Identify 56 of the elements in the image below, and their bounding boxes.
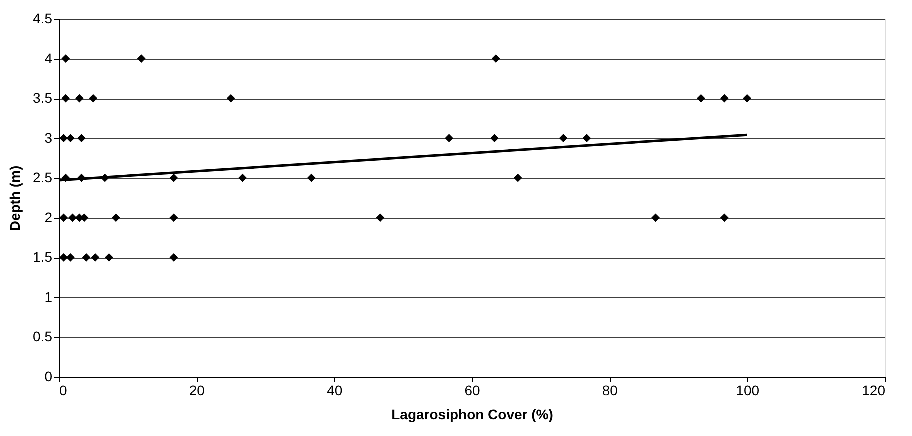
point <box>720 214 729 222</box>
point <box>89 94 98 103</box>
point <box>492 54 500 63</box>
point <box>490 134 499 143</box>
y-tick-label: 0.5 <box>33 328 53 345</box>
point <box>62 94 70 103</box>
y-tick-label: 1 <box>44 288 53 305</box>
y-tick-label: 2.5 <box>33 170 53 186</box>
point <box>75 94 84 103</box>
y-tick-label: 4 <box>44 50 53 66</box>
point <box>100 174 110 182</box>
point <box>376 214 385 222</box>
x-tick-label: 40 <box>327 382 343 398</box>
y-tick-label: 3 <box>44 130 53 146</box>
point <box>112 214 120 222</box>
point <box>62 174 70 182</box>
point <box>60 253 68 262</box>
point <box>652 214 660 222</box>
x-tick-label: 0 <box>60 382 68 398</box>
y-tick-label: 4.5 <box>33 10 53 26</box>
x-axis-title: Lagarosiphon Cover (%) <box>392 406 554 422</box>
point <box>60 134 68 143</box>
y-tick-label: 1.5 <box>33 249 53 266</box>
point <box>78 174 86 182</box>
y-axis-title: Depth (m) <box>7 166 24 232</box>
point <box>66 134 75 143</box>
x-tick-label: 120 <box>862 382 886 398</box>
point <box>66 253 75 262</box>
x-tick-label: 60 <box>464 382 480 398</box>
point <box>720 94 729 103</box>
point <box>582 134 592 143</box>
point <box>743 94 752 103</box>
y-tick-label: 0 <box>44 368 53 384</box>
point <box>226 94 236 103</box>
point <box>60 214 68 222</box>
point <box>559 134 568 143</box>
point <box>82 253 91 262</box>
x-tick-label: 20 <box>189 382 206 398</box>
x-tick-label: 80 <box>602 382 618 398</box>
point <box>62 54 70 63</box>
point <box>170 174 178 182</box>
point <box>170 214 178 222</box>
point <box>238 174 247 182</box>
point <box>78 134 86 143</box>
point <box>445 134 454 143</box>
point <box>307 174 316 182</box>
point <box>137 54 146 63</box>
y-tick-label: 3.5 <box>33 90 53 106</box>
x-tick-label: 100 <box>736 382 760 398</box>
point <box>68 214 77 222</box>
point <box>91 253 100 262</box>
point <box>514 174 522 182</box>
point <box>105 253 114 262</box>
y-tick-label: 2 <box>44 209 53 226</box>
point <box>170 253 178 262</box>
point <box>697 94 706 103</box>
